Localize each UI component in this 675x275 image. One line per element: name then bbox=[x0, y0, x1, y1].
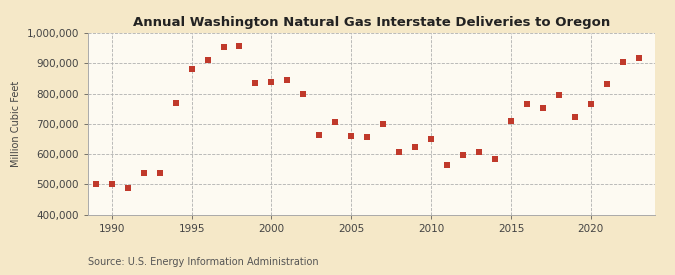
Point bbox=[106, 182, 117, 186]
Point bbox=[298, 91, 308, 96]
Point bbox=[122, 186, 133, 190]
Point bbox=[218, 45, 229, 49]
Point bbox=[410, 145, 421, 150]
Point bbox=[234, 44, 245, 48]
Point bbox=[314, 133, 325, 137]
Point bbox=[282, 78, 293, 83]
Point bbox=[633, 56, 644, 60]
Point bbox=[170, 101, 181, 105]
Point bbox=[394, 150, 404, 154]
Point bbox=[506, 119, 516, 123]
Point bbox=[522, 101, 533, 106]
Point bbox=[458, 152, 468, 157]
Y-axis label: Million Cubic Feet: Million Cubic Feet bbox=[11, 81, 21, 167]
Point bbox=[250, 81, 261, 85]
Point bbox=[474, 150, 485, 154]
Point bbox=[90, 182, 101, 186]
Point bbox=[330, 120, 341, 124]
Point bbox=[426, 137, 437, 142]
Point bbox=[138, 170, 149, 175]
Point bbox=[186, 67, 197, 71]
Point bbox=[346, 134, 356, 138]
Point bbox=[362, 135, 373, 140]
Point bbox=[618, 60, 628, 65]
Title: Annual Washington Natural Gas Interstate Deliveries to Oregon: Annual Washington Natural Gas Interstate… bbox=[132, 16, 610, 29]
Text: Source: U.S. Energy Information Administration: Source: U.S. Energy Information Administ… bbox=[88, 257, 319, 267]
Point bbox=[154, 171, 165, 175]
Point bbox=[489, 157, 500, 162]
Point bbox=[601, 82, 612, 87]
Point bbox=[554, 93, 564, 97]
Point bbox=[378, 122, 389, 126]
Point bbox=[441, 163, 452, 167]
Point bbox=[266, 80, 277, 84]
Point bbox=[570, 115, 580, 119]
Point bbox=[202, 58, 213, 62]
Point bbox=[537, 106, 548, 110]
Point bbox=[585, 102, 596, 107]
